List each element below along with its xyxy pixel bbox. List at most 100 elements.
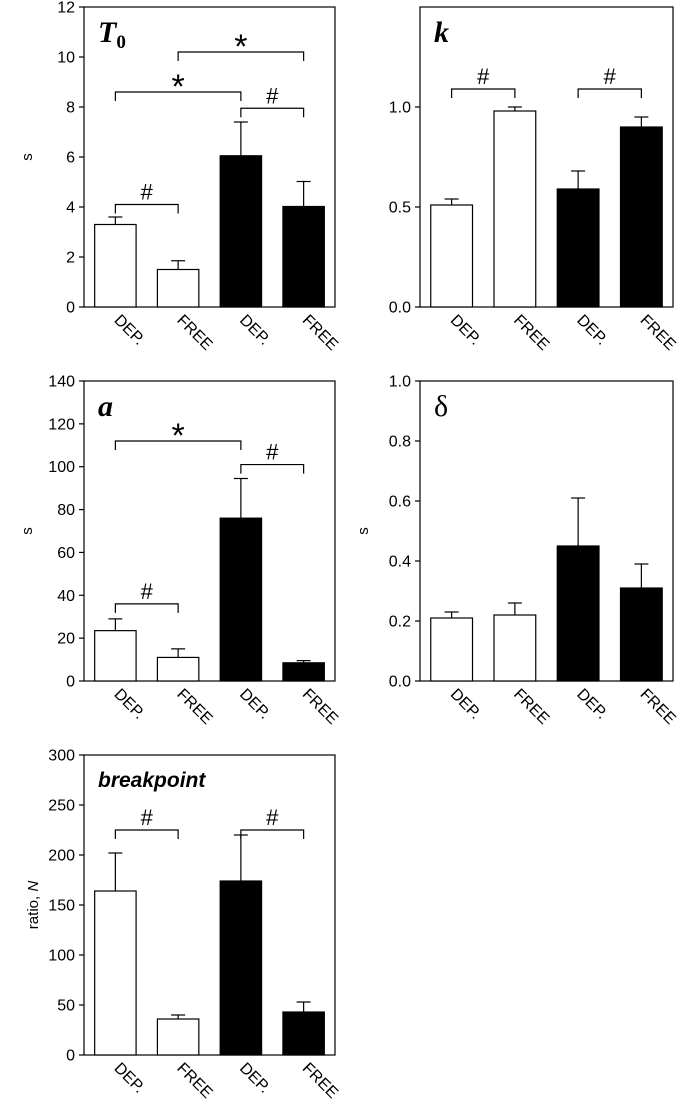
significance-label: # [141, 579, 154, 604]
bar [219, 155, 263, 308]
y-tick-label: 150 [48, 898, 75, 915]
y-tick-label: 1.0 [389, 100, 411, 117]
x-category-label: DEP. [111, 312, 148, 349]
significance-bracket [114, 91, 242, 101]
y-tick-label: 0.4 [389, 554, 411, 571]
bar [430, 204, 474, 308]
panel-title: a [98, 390, 113, 423]
bar [282, 662, 325, 682]
significance-bracket [240, 463, 305, 474]
y-tick-label: 50 [57, 998, 75, 1015]
x-category-label: FREE [510, 312, 552, 354]
significance-label: # [266, 805, 279, 830]
significance-bracket [177, 51, 305, 61]
y-tick-label: 20 [57, 631, 75, 648]
bar [219, 880, 263, 1056]
bar [556, 545, 600, 682]
significance-bracket [114, 603, 179, 613]
panel-title: k [434, 16, 449, 49]
panel-breakpoint: 0 50 100 150 200 250 300 ratio, N DEP. FREE DEP. FR… [25, 748, 341, 1103]
panel-delta: 0.0 0.2 0.4 0.6 0.8 1.0 s DEP. FREE DEP. FREE δ [355, 374, 679, 729]
y-tick-label: 8 [66, 100, 75, 117]
x-category-label: DEP. [111, 1060, 148, 1097]
significance-label: # [604, 64, 617, 89]
x-category-label: DEP. [111, 686, 148, 723]
y-tick-label: 40 [57, 588, 75, 605]
y-tick-label: 0.6 [389, 494, 411, 511]
y-tick-label: 200 [48, 848, 75, 865]
x-category-label: DEP. [447, 686, 484, 723]
y-tick-label: 10 [57, 50, 75, 67]
x-category-label: FREE [637, 312, 679, 354]
y-tick-label: 4 [66, 200, 75, 217]
x-category-label: DEP. [236, 312, 273, 349]
plot-frame [419, 380, 674, 682]
x-category-label: FREE [173, 1060, 215, 1102]
plot-frame [83, 380, 336, 682]
bar [94, 630, 137, 682]
y-tick-label: 0 [66, 674, 75, 691]
bar [282, 205, 325, 308]
y-axis-label: s [355, 527, 372, 535]
significance-bracket [240, 107, 305, 118]
bar [219, 517, 263, 682]
x-category-label: FREE [637, 686, 679, 728]
significance-label: * [172, 68, 185, 106]
significance-label: # [266, 83, 279, 108]
significance-bracket [240, 829, 305, 839]
significance-bracket [114, 829, 179, 839]
significance-label: # [266, 440, 279, 465]
y-axis-label: ratio, N [25, 881, 42, 930]
significance-label: # [477, 64, 490, 89]
panel-title: T0 [98, 16, 126, 53]
bar [94, 223, 137, 308]
significance-label: # [141, 805, 154, 830]
x-category-label: DEP. [236, 1060, 273, 1097]
significance-bracket [114, 203, 179, 214]
y-tick-label: 100 [48, 948, 75, 965]
y-tick-label: 250 [48, 798, 75, 815]
x-category-label: DEP. [573, 312, 610, 349]
panel-title: δ [434, 390, 448, 423]
x-category-label: DEP. [447, 312, 484, 349]
y-tick-label: 0.8 [389, 434, 411, 451]
x-category-label: FREE [173, 312, 215, 354]
significance-bracket [114, 440, 242, 450]
x-category-label: FREE [299, 686, 341, 728]
y-tick-label: 0.0 [389, 300, 411, 317]
y-tick-label: 60 [57, 545, 75, 562]
x-category-label: FREE [510, 686, 552, 728]
y-axis-label: s [19, 527, 36, 535]
bar [493, 110, 537, 308]
x-category-label: FREE [299, 1060, 341, 1102]
y-tick-label: 100 [48, 459, 75, 476]
y-tick-label: 0.0 [389, 674, 411, 691]
significance-bracket [577, 88, 642, 98]
panel-k: 0.0 0.5 1.0 DEP. FREE DEP. FREE # # k [389, 6, 679, 354]
bar [282, 1011, 325, 1056]
y-tick-label: 0 [66, 300, 75, 317]
significance-label: * [234, 28, 247, 66]
significance-label: * [172, 417, 185, 455]
bar [94, 890, 137, 1056]
plot-frame [419, 6, 674, 308]
panel-a: 0 20 40 60 80 100 120 140 s DEP. FREE DEP. FREE # * # a [19, 374, 341, 729]
y-tick-label: 0.2 [389, 614, 411, 631]
y-tick-label: 6 [66, 150, 75, 167]
significance-bracket [451, 88, 516, 98]
bar [493, 614, 537, 682]
x-category-label: DEP. [236, 686, 273, 723]
y-tick-label: 1.0 [389, 374, 411, 391]
bar [156, 1018, 200, 1056]
y-axis-label: s [19, 153, 36, 161]
y-tick-label: 2 [66, 250, 75, 267]
y-tick-label: 300 [48, 748, 75, 765]
x-category-label: DEP. [573, 686, 610, 723]
x-category-label: FREE [173, 686, 215, 728]
y-tick-label: 0.5 [389, 200, 411, 217]
y-tick-label: 0 [66, 1048, 75, 1065]
x-category-label: FREE [299, 312, 341, 354]
bar [619, 587, 663, 682]
bar [156, 656, 200, 682]
